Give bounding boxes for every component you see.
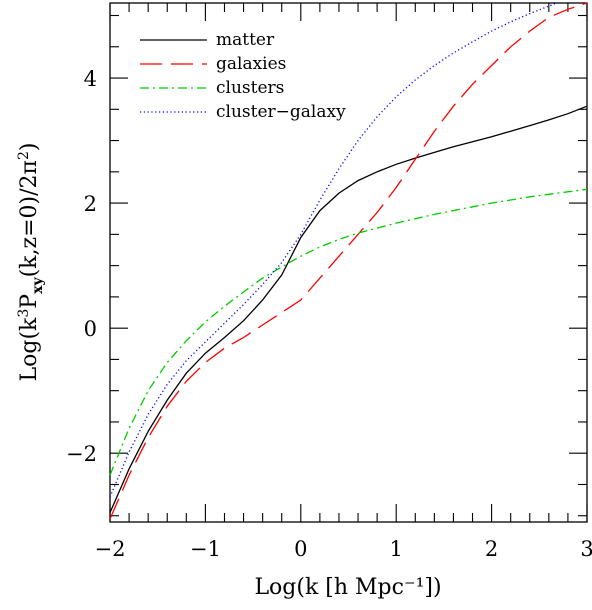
x-tick-labels: −2 −1 0 1 2 3	[95, 537, 592, 561]
series-line	[109, 2, 557, 498]
y-axis-title-sub: xy	[30, 277, 46, 294]
y-tick-label: −2	[66, 442, 97, 466]
y-axis-title-sup2: 2	[16, 151, 32, 160]
y-axis-title-sup: 3	[16, 309, 32, 318]
x-tick-label: 2	[485, 537, 498, 561]
x-tick-label: 0	[294, 537, 307, 561]
y-axis-title-close: )	[17, 143, 42, 152]
x-tick-label: 1	[390, 537, 403, 561]
y-tick-labels: −2 0 2 4	[66, 67, 97, 466]
legend-label: galaxies	[216, 54, 286, 74]
y-tick-label: 2	[84, 192, 97, 216]
x-tick-label: −2	[95, 537, 126, 561]
series-layer	[109, 2, 588, 520]
legend-label: matter	[216, 30, 275, 50]
y-axis-title: Log(k3Pxy(k,z=0)/2π2)	[16, 143, 46, 382]
x-axis-title: Log(k [h Mpc⁻¹])	[254, 575, 441, 600]
legend-label: cluster−galaxy	[216, 102, 346, 122]
series-line	[109, 188, 588, 476]
x-tick-label: 3	[580, 537, 592, 561]
y-axis-title-mid: P	[17, 294, 42, 309]
axis-ticks	[109, 3, 588, 522]
legend-label: clusters	[216, 78, 284, 98]
y-axis-title-prefix: Log(k	[17, 317, 42, 382]
legend: matter galaxies clusters cluster−galaxy	[140, 30, 346, 122]
plot-frame	[109, 2, 588, 523]
y-tick-label: 0	[84, 317, 97, 341]
x-tick-label: −1	[190, 537, 221, 561]
y-tick-label: 4	[84, 67, 97, 91]
series-line	[109, 2, 588, 520]
series-line	[109, 105, 588, 513]
y-axis-title-suffix: (k,z=0)/2π	[17, 160, 42, 277]
